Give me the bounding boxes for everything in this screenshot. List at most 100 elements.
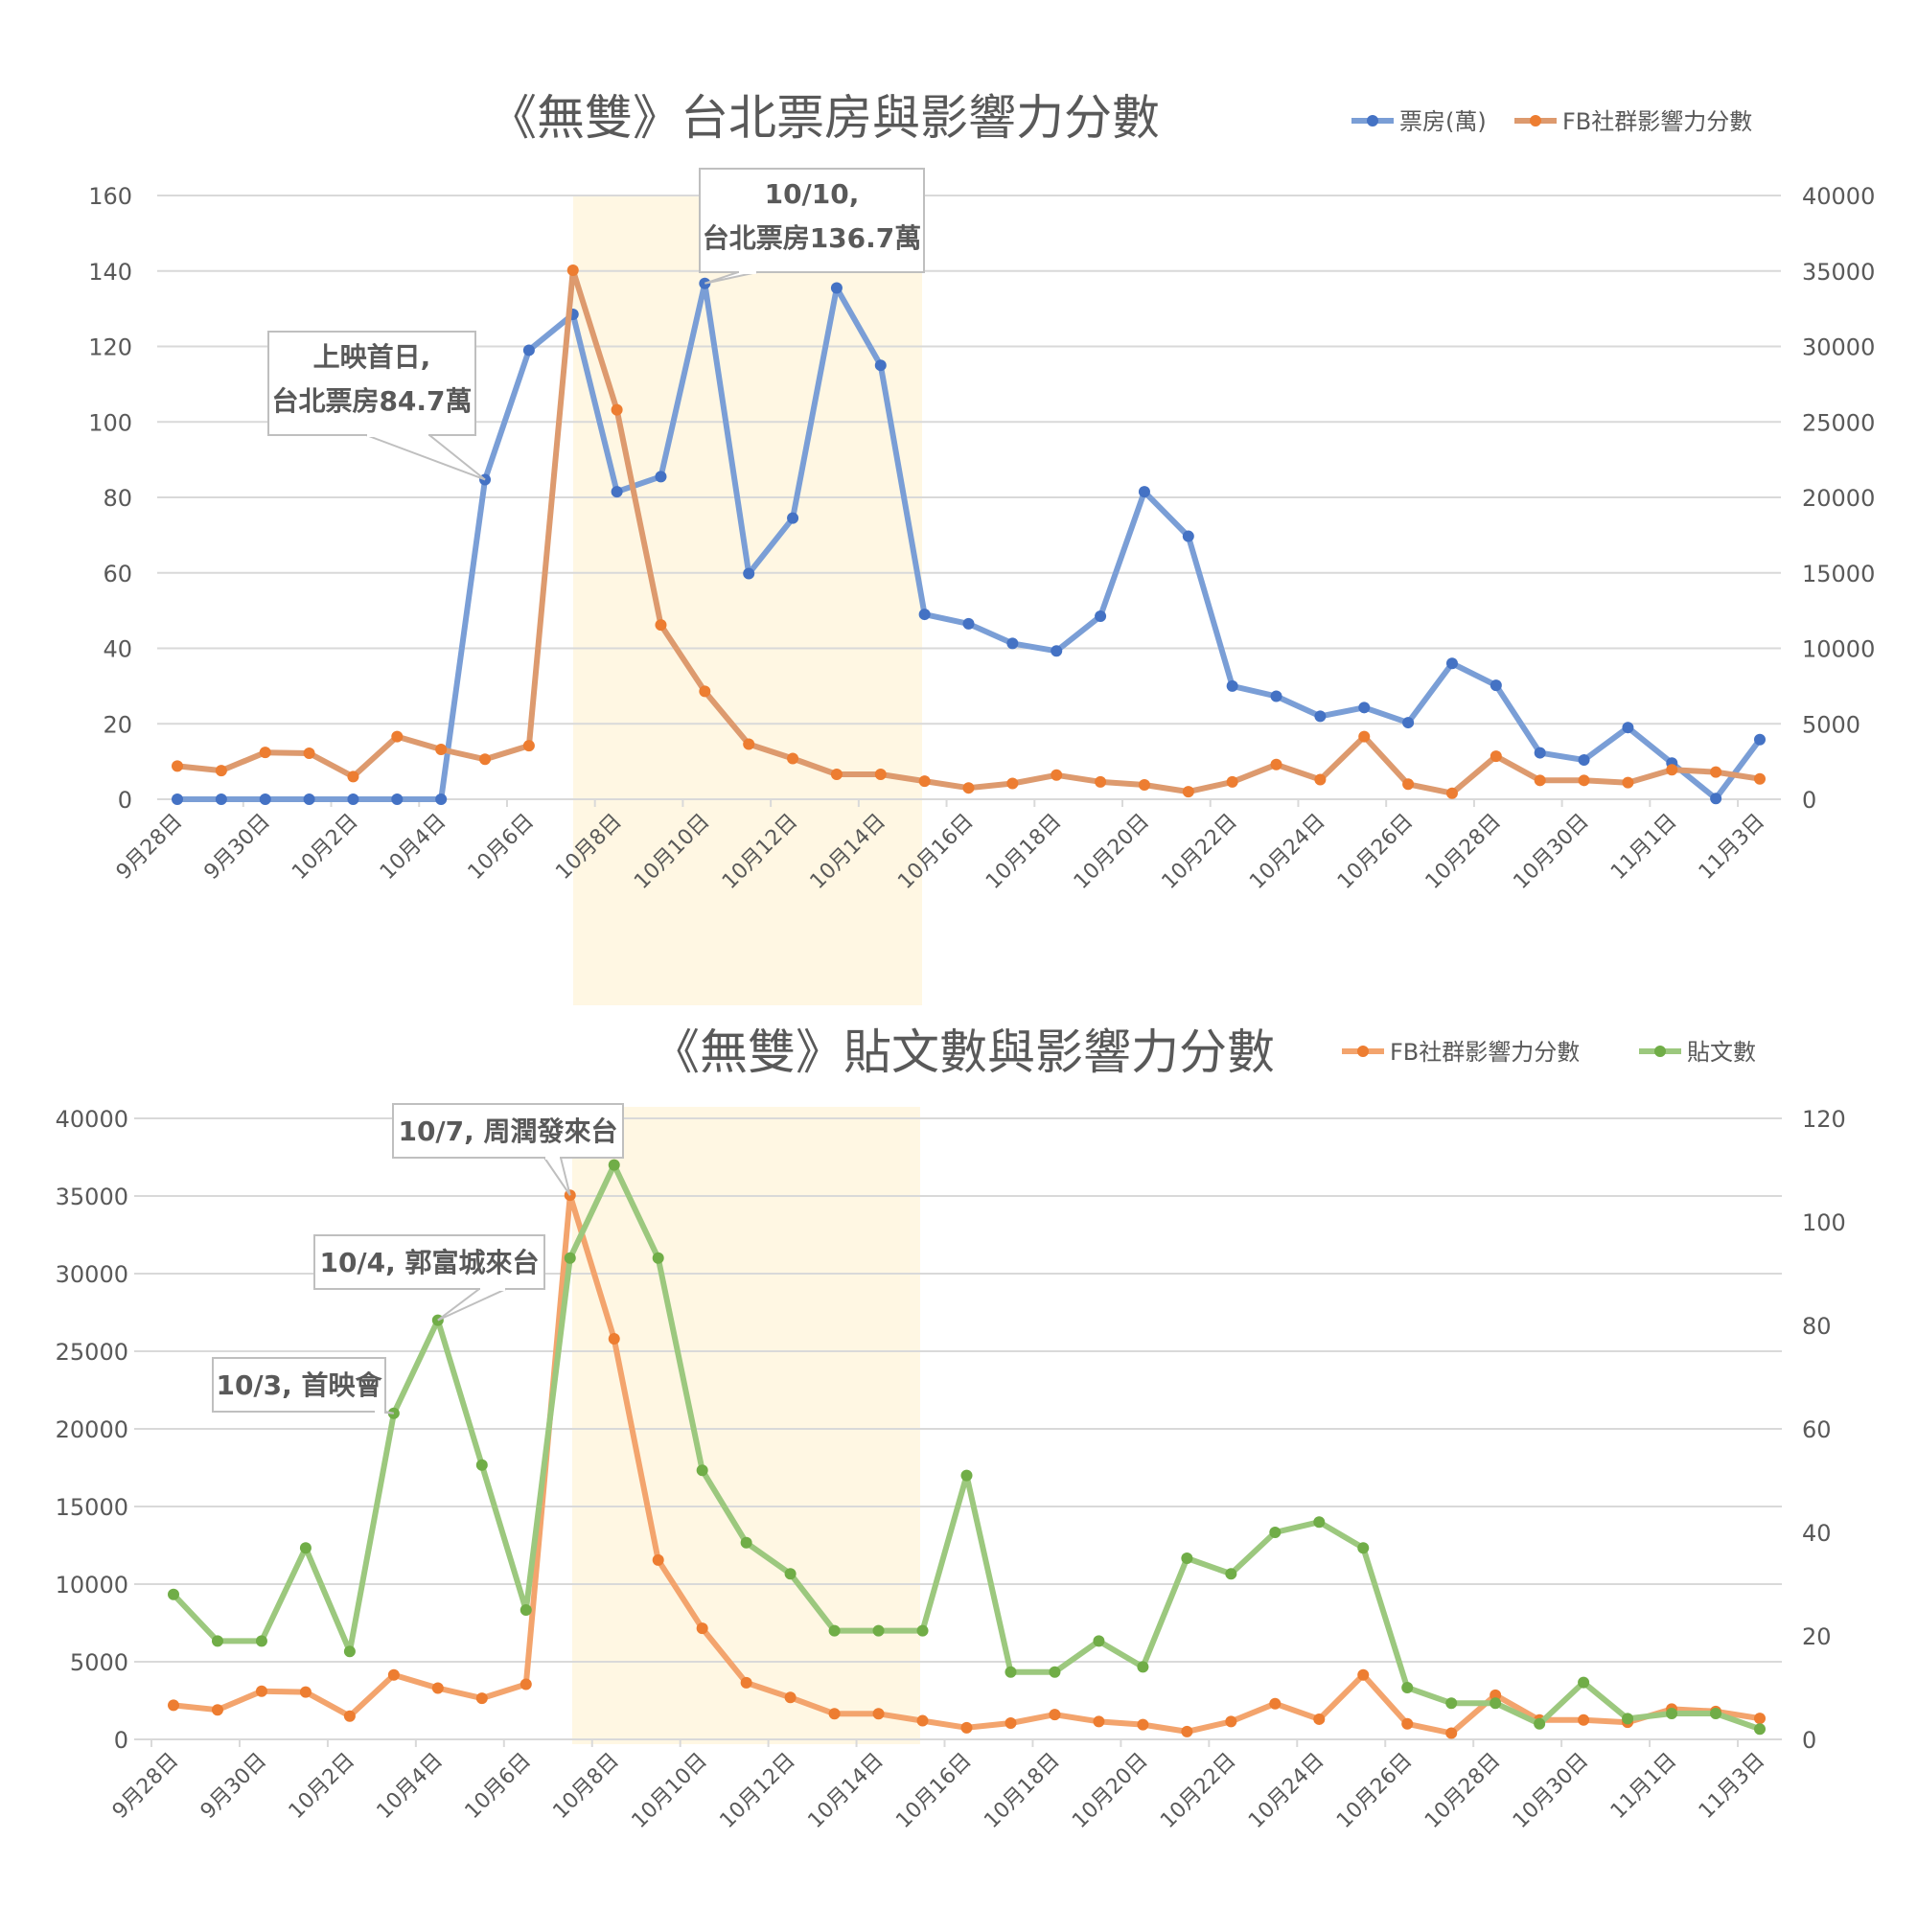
data-point-fb_score <box>787 752 799 765</box>
data-point-posts <box>168 1588 179 1600</box>
x-tick-label: 10月24日 <box>1244 1749 1328 1833</box>
legend-item: FB社群影響力分數 <box>1342 1039 1580 1066</box>
y-tick-label-left: 20000 <box>56 1416 128 1443</box>
data-point-posts <box>652 1252 664 1264</box>
callout-box <box>267 331 476 436</box>
data-point-fb_score <box>699 685 711 698</box>
y-tick-label-left: 40000 <box>56 1106 128 1133</box>
x-tick-label: 10月22日 <box>1156 1749 1240 1833</box>
grid-lines <box>157 195 1781 800</box>
data-point-box_office <box>259 794 271 805</box>
legend-marker-icon <box>1367 115 1378 126</box>
y-axis-left: 0 20 40 60 80 100 120 140 160 <box>88 183 132 814</box>
data-point-fb_score <box>1357 1668 1370 1681</box>
x-tick-label: 10月16日 <box>891 1749 976 1833</box>
data-point-box_office <box>1754 733 1766 746</box>
x-tick-label: 10月6日 <box>464 810 539 885</box>
data-point-box_office <box>1051 645 1063 657</box>
data-point-box_office <box>347 794 359 805</box>
x-tick-label: 10月22日 <box>1158 810 1242 894</box>
y-tick-label-left: 140 <box>88 259 132 286</box>
data-point-box_office <box>1490 679 1502 692</box>
data-point-posts <box>1313 1516 1326 1529</box>
x-tick-label: 9月30日 <box>199 810 274 885</box>
y-tick-label-left: 0 <box>118 787 132 814</box>
data-point-fb_score <box>259 747 271 759</box>
callout-gap <box>480 1287 505 1291</box>
data-point-box_office <box>1710 793 1722 805</box>
y-tick-label-right: 40000 <box>1802 183 1875 210</box>
data-point-fb_score <box>1534 774 1546 787</box>
x-tick-label: 11月1日 <box>1606 810 1681 885</box>
data-point-box_office <box>874 359 887 372</box>
y-tick-label-left: 10000 <box>56 1572 128 1598</box>
data-point-posts <box>872 1624 885 1637</box>
x-tick-label: 10月30日 <box>1509 810 1593 894</box>
y-tick-label-right: 0 <box>1802 787 1816 814</box>
data-point-fb_score <box>1182 786 1194 798</box>
data-point-fb_score <box>1269 1697 1282 1710</box>
x-axis: 9月28日 9月30日 10月2日 10月4日 10月6日 10月8日 10月10日 10月1… <box>112 799 1769 894</box>
data-point-posts <box>343 1645 356 1658</box>
legend: 票房(萬) FB社群影響力分數 <box>1351 108 1752 135</box>
data-point-posts <box>1445 1697 1458 1710</box>
data-point-fb_score <box>347 770 359 783</box>
data-point-posts <box>1005 1666 1017 1678</box>
legend-marker-icon <box>1357 1046 1369 1057</box>
x-tick-label: 10月4日 <box>373 1749 448 1824</box>
data-point-fb_score <box>1490 750 1502 763</box>
callout-text: 10/3, 首映會 <box>216 1369 382 1401</box>
x-tick-label: 11月3日 <box>1695 1749 1769 1824</box>
x-tick-label: 9月28日 <box>108 1749 183 1824</box>
y-tick-label-left: 40 <box>103 636 132 663</box>
posts-chart: 0 5000 10000 15000 20000 25000 30000 35000 40000… <box>56 1024 1846 1833</box>
grid-lines <box>134 1117 1782 1740</box>
data-point-posts <box>1534 1717 1546 1730</box>
x-tick-label: 10月18日 <box>980 1749 1064 1833</box>
y-tick-label-left: 5000 <box>70 1649 128 1676</box>
data-point-posts <box>1622 1713 1634 1725</box>
data-point-fb_score <box>1445 1727 1458 1739</box>
data-point-fb_score <box>391 730 404 743</box>
y-tick-label-left: 120 <box>88 334 132 361</box>
callout-box <box>212 1357 386 1413</box>
x-tick-label: 10月30日 <box>1509 1749 1593 1833</box>
data-point-fb_score <box>435 744 448 756</box>
y-tick-label-left: 60 <box>103 561 132 587</box>
data-point-fb_score <box>611 403 623 416</box>
legend-label: FB社群影響力分數 <box>1390 1039 1580 1066</box>
legend-item: 貼文數 <box>1639 1039 1756 1066</box>
data-point-posts <box>1137 1661 1149 1673</box>
data-point-fb_score <box>431 1682 444 1694</box>
series-group <box>172 264 1766 805</box>
data-point-fb_score <box>1051 769 1063 781</box>
data-point-box_office <box>522 344 535 356</box>
y-axis-right: 0 5000 10000 15000 20000 25000 30000 35000 40000 <box>1802 183 1875 814</box>
data-point-posts <box>299 1542 312 1554</box>
data-point-fb_score <box>172 760 183 772</box>
data-point-fb_score <box>1490 1689 1502 1701</box>
data-point-box_office <box>655 471 667 483</box>
x-tick-label: 10月6日 <box>461 1749 536 1824</box>
data-point-box_office <box>1622 722 1634 734</box>
data-point-fb_score <box>655 619 667 632</box>
data-point-fb_score <box>1578 1714 1590 1726</box>
data-point-box_office <box>787 512 799 524</box>
data-point-fb_score <box>211 1704 223 1716</box>
highlight-band <box>573 196 922 1005</box>
data-point-fb_score <box>566 264 579 276</box>
data-point-fb_score <box>1049 1709 1061 1721</box>
data-point-fb_score <box>874 769 887 781</box>
data-point-box_office <box>1006 637 1019 650</box>
data-point-posts <box>784 1568 797 1580</box>
data-point-box_office <box>215 794 227 805</box>
data-point-box_office <box>830 282 843 294</box>
y-tick-label-right: 30000 <box>1802 334 1875 361</box>
highlight-band <box>572 1107 920 1744</box>
data-point-fb_score <box>916 1714 929 1727</box>
y-tick-label-right: 80 <box>1802 1313 1832 1340</box>
legend-item: FB社群影響力分數 <box>1514 108 1752 135</box>
callout-gap <box>545 1156 560 1160</box>
data-point-posts <box>696 1464 708 1477</box>
callout-gap <box>367 433 428 437</box>
